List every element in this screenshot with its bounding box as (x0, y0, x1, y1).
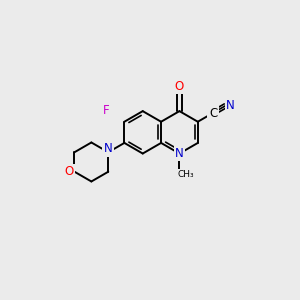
Text: N: N (104, 142, 112, 155)
Text: F: F (103, 104, 110, 117)
Text: N: N (175, 147, 184, 160)
Text: O: O (175, 80, 184, 93)
Text: C: C (209, 107, 217, 120)
Text: N: N (226, 99, 235, 112)
Text: O: O (64, 165, 73, 178)
Text: CH₃: CH₃ (178, 170, 194, 179)
